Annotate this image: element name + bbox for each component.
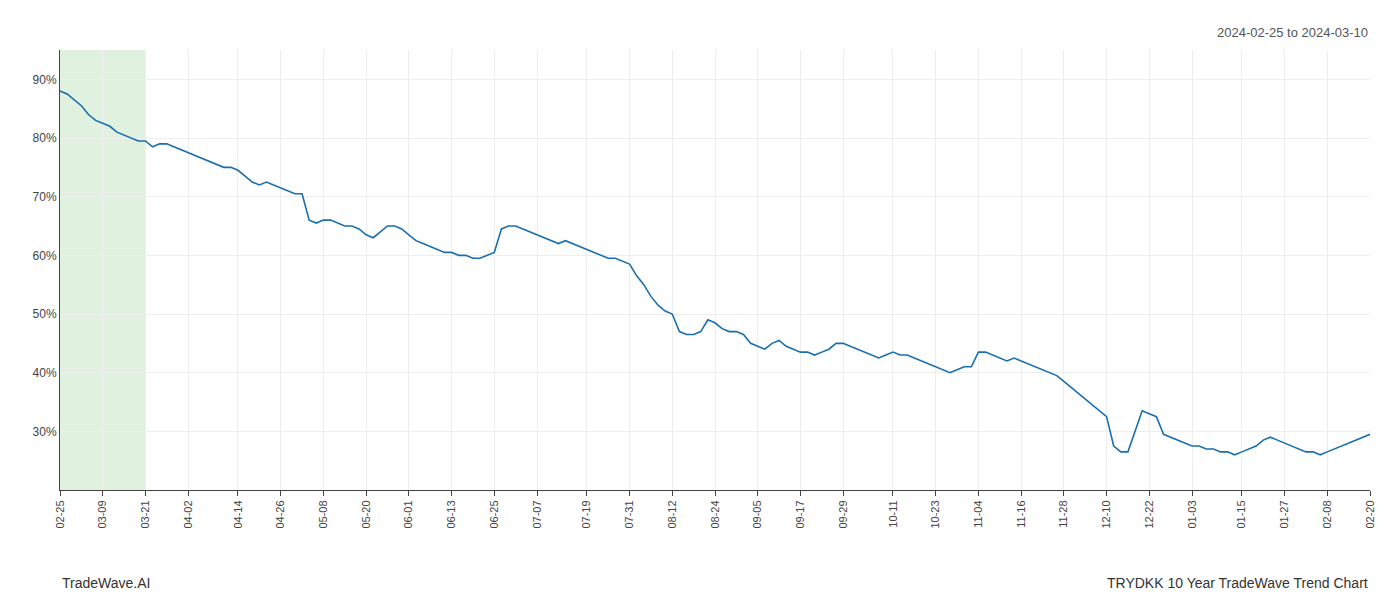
- svg-text:11-16: 11-16: [1015, 500, 1027, 527]
- svg-text:09-17: 09-17: [794, 500, 806, 528]
- svg-text:12-10: 12-10: [1100, 500, 1112, 528]
- svg-text:10-23: 10-23: [929, 500, 941, 528]
- svg-text:06-13: 06-13: [445, 500, 457, 528]
- svg-text:12-22: 12-22: [1143, 500, 1155, 528]
- svg-text:30%: 30%: [33, 425, 57, 439]
- svg-text:TRYDKK 10 Year TradeWave Trend: TRYDKK 10 Year TradeWave Trend Chart: [1107, 575, 1368, 591]
- svg-text:07-19: 07-19: [580, 500, 592, 528]
- svg-text:03-09: 03-09: [96, 500, 108, 528]
- svg-text:02-25: 02-25: [54, 500, 66, 528]
- svg-text:09-05: 09-05: [751, 500, 763, 528]
- svg-text:07-31: 07-31: [623, 500, 635, 528]
- svg-text:40%: 40%: [33, 366, 57, 380]
- svg-text:TradeWave.AI: TradeWave.AI: [62, 575, 150, 591]
- svg-text:11-04: 11-04: [972, 500, 984, 527]
- svg-text:05-08: 05-08: [317, 500, 329, 528]
- svg-text:08-24: 08-24: [709, 500, 721, 528]
- svg-text:60%: 60%: [33, 249, 57, 263]
- svg-text:01-27: 01-27: [1278, 500, 1290, 528]
- svg-text:2024-02-25 to 2024-03-10: 2024-02-25 to 2024-03-10: [1217, 25, 1368, 40]
- svg-text:80%: 80%: [33, 131, 57, 145]
- svg-text:05-20: 05-20: [360, 500, 372, 528]
- svg-text:09-29: 09-29: [837, 500, 849, 528]
- svg-text:06-25: 06-25: [488, 500, 500, 528]
- svg-text:11-28: 11-28: [1057, 500, 1069, 527]
- svg-text:04-26: 04-26: [274, 500, 286, 528]
- svg-text:70%: 70%: [33, 190, 57, 204]
- svg-text:90%: 90%: [33, 73, 57, 87]
- svg-text:01-15: 01-15: [1235, 500, 1247, 528]
- svg-text:08-12: 08-12: [666, 500, 678, 528]
- svg-text:10-11: 10-11: [887, 500, 899, 527]
- svg-text:04-14: 04-14: [232, 500, 244, 528]
- svg-text:07-07: 07-07: [531, 500, 543, 528]
- svg-text:02-20: 02-20: [1364, 500, 1376, 528]
- svg-text:02-08: 02-08: [1321, 500, 1333, 528]
- svg-text:03-21: 03-21: [139, 500, 151, 528]
- svg-text:06-01: 06-01: [402, 500, 414, 528]
- svg-text:50%: 50%: [33, 307, 57, 321]
- svg-text:01-03: 01-03: [1186, 500, 1198, 528]
- svg-text:04-02: 04-02: [182, 500, 194, 528]
